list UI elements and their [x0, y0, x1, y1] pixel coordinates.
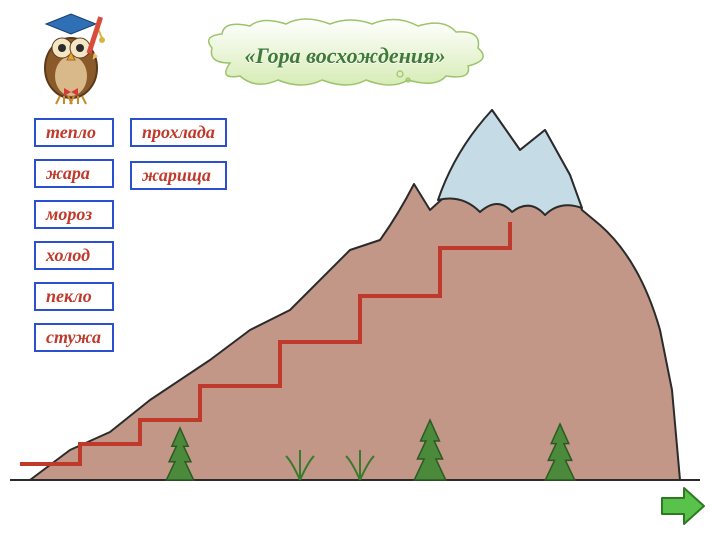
title-cloud: «Гора восхождения» [200, 18, 490, 88]
word-column-a: тепло жара мороз холод пекло стужа [34, 118, 114, 352]
word-zhara[interactable]: жара [34, 159, 114, 188]
word-moroz[interactable]: мороз [34, 200, 114, 229]
word-zharishcha[interactable]: жарища [130, 161, 227, 190]
word-peklo[interactable]: пекло [34, 282, 114, 311]
word-teplo[interactable]: тепло [34, 118, 114, 147]
page-title: «Гора восхождения» [200, 18, 490, 88]
word-kholod[interactable]: холод [34, 241, 114, 270]
word-stuzha[interactable]: стужа [34, 323, 114, 352]
owl-mascot-icon [26, 6, 116, 106]
next-arrow-icon[interactable] [660, 486, 706, 526]
word-prokhlada[interactable]: прохлада [130, 118, 227, 147]
word-column-b: прохлада жарища [130, 118, 227, 190]
